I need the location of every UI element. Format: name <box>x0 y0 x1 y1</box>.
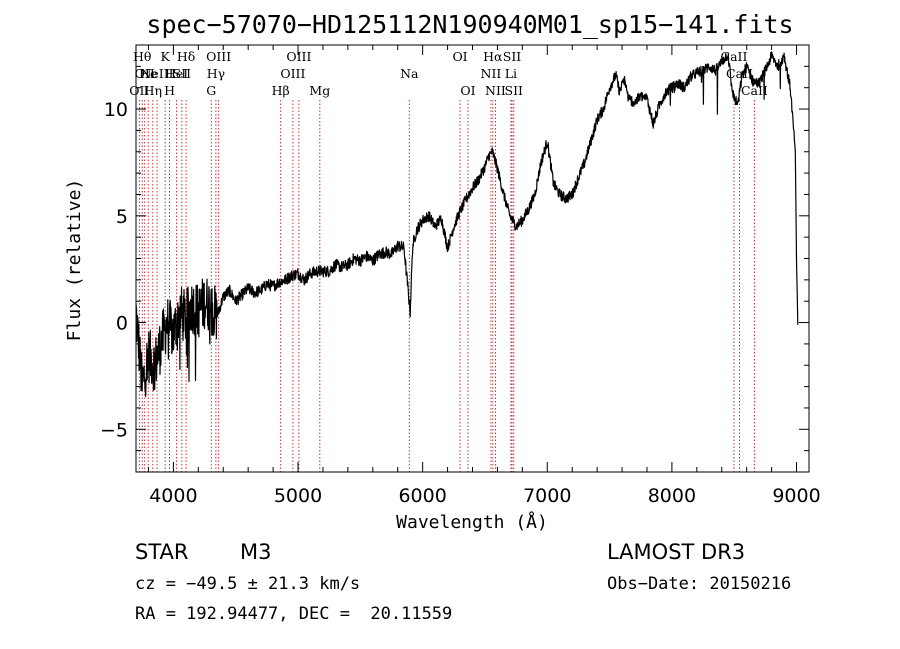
spectral-line-markers <box>138 100 755 472</box>
spectral-line-label: OII <box>129 83 149 98</box>
survey-name: LAMOST DR3 <box>607 540 746 564</box>
spectral-line-label: SII <box>503 49 522 64</box>
spectral-line-label: CaII <box>721 49 748 64</box>
y-tick-label: 0 <box>116 313 128 335</box>
spectral-line-labels: OIIHθOIIHeHηNeIIIKHHeISIIHδGHγOIIIHβOIII… <box>129 49 768 98</box>
spectral-line-label: Mg <box>309 83 330 98</box>
spectral-line-label: K <box>160 49 170 64</box>
x-axis-label: Wavelength (Å) <box>396 511 548 533</box>
object-class: STAR <box>135 540 189 564</box>
spectral-line-label: Hβ <box>272 83 290 98</box>
y-axis-label: Flux (relative) <box>64 179 85 342</box>
spectral-line-label: Hη <box>144 83 162 98</box>
spectral-line-label: Li <box>505 66 517 81</box>
spectral-line-label: Na <box>400 66 419 81</box>
object-subclass: M3 <box>240 540 272 564</box>
spectral-line-label: Hα <box>483 49 503 64</box>
y-tick-label: −5 <box>100 419 128 441</box>
spectral-line-label: Hδ <box>177 49 195 64</box>
spectral-line-label: Hθ <box>133 49 151 64</box>
spectral-line-label: SII <box>173 66 192 81</box>
axis-ticks: 4000 5000 6000 7000 8000 9000 −5 0 5 10 <box>100 44 821 507</box>
obs-date: Obs−Date: 20150216 <box>607 574 792 594</box>
chart-title: spec−57070−HD125112N190940M01_sp15−141.f… <box>146 10 793 39</box>
spectral-line-label: OI <box>460 83 475 98</box>
y-tick-label: 5 <box>116 206 128 228</box>
x-tick-label: 5000 <box>274 485 322 507</box>
spectral-line-label: OIII <box>280 66 305 81</box>
x-tick-label: 9000 <box>772 485 820 507</box>
spectral-line-label: OI <box>452 49 467 64</box>
spectral-line-label: SII <box>505 83 524 98</box>
y-tick-label: 10 <box>104 99 128 121</box>
x-tick-label: 7000 <box>523 485 571 507</box>
spectral-line-label: CaII <box>741 83 768 98</box>
plot-frame <box>135 44 810 473</box>
spectral-line-label: NII <box>481 66 502 81</box>
x-tick-label: 4000 <box>149 485 197 507</box>
x-tick-label: 8000 <box>648 485 696 507</box>
coordinates: RA = 192.94477, DEC = 20.11559 <box>135 604 453 624</box>
spectral-line-label: OII <box>135 66 155 81</box>
x-tick-label: 6000 <box>398 485 446 507</box>
spectral-line-label: OIII <box>286 49 311 64</box>
spectral-line-label: Hγ <box>207 66 225 81</box>
redshift-value: cz = −49.5 ± 21.3 km/s <box>135 574 361 594</box>
spectral-line-label: OIII <box>206 49 231 64</box>
spectral-line-label: NII <box>485 83 506 98</box>
spectral-line-label: NeIII <box>140 66 173 81</box>
spectrum-line <box>135 51 799 397</box>
spectral-line-label: HeI <box>165 66 188 81</box>
spectral-line-label: G <box>206 83 216 98</box>
spectral-line-label: H <box>164 83 175 98</box>
spectral-line-label: He <box>139 66 157 81</box>
